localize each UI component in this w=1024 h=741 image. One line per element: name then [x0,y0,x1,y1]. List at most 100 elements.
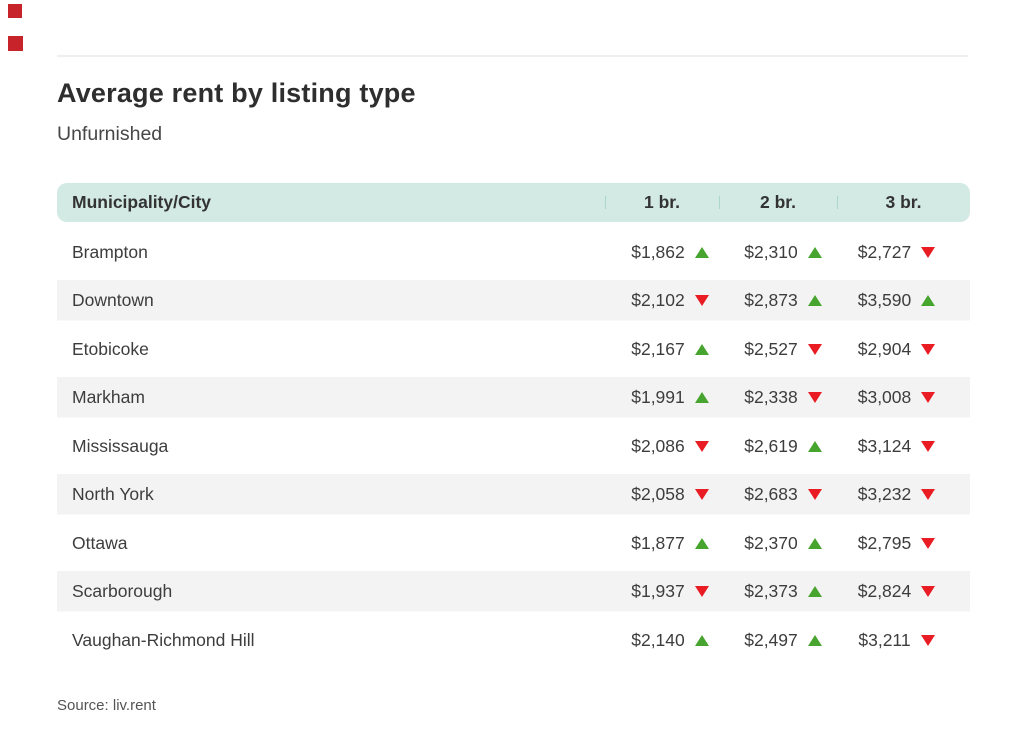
rent-value: $2,058 [631,484,685,505]
rent-cell: $3,232 [837,484,970,505]
trend-up-icon [807,246,822,258]
rent-cell: $1,877 [605,533,719,554]
trend-down-icon [694,586,709,598]
rent-value: $2,904 [857,338,912,359]
rent-cell: $2,904 [837,339,970,360]
table-row: Etobicoke $2,167 $2,527 $2,904 [57,325,970,374]
rent-value: $1,862 [631,241,685,262]
rent-value: $1,991 [631,387,685,408]
trend-up-icon [807,295,822,307]
column-header-1br: 1 br. [605,192,719,213]
rent-cell: $3,211 [837,630,970,651]
rent-value: $1,877 [631,532,685,553]
page-subtitle: Unfurnished [57,123,163,145]
rent-value: $2,795 [857,532,912,553]
source-note: Source: liv.rent [57,697,156,714]
table-row: Brampton $1,862 $2,310 $2,727 [57,228,970,277]
rent-cell: $3,008 [837,387,970,408]
rent-cell: $2,497 [719,630,837,651]
rent-cell: $2,370 [719,533,837,554]
table-row: Downtown $2,102 $2,873 $3,590 [57,276,970,325]
municipality-label: Vaughan-Richmond Hill [72,629,255,650]
rent-value: $3,211 [858,629,911,650]
municipality-label: North York [72,484,154,505]
trend-down-icon [694,295,709,307]
trend-down-icon [694,489,709,501]
column-header-2br: 2 br. [719,192,837,213]
rent-cell: $2,086 [605,436,719,457]
trend-up-icon [807,586,822,598]
trend-down-icon [694,440,709,452]
rent-value: $3,008 [857,387,912,408]
municipality-label: Etobicoke [72,338,149,359]
rent-cell: $3,124 [837,436,970,457]
rent-cell: $1,862 [605,242,719,263]
municipality-label: Scarborough [72,581,173,602]
municipality-label: Downtown [72,290,154,311]
red-square-icon [8,4,22,18]
rent-value: $2,873 [744,290,798,311]
table-row: Vaughan-Richmond Hill $2,140 $2,497 $3,211 [57,616,970,665]
rent-value: $2,619 [744,435,798,456]
table-row: North York $2,058 $2,683 $3,232 [57,470,970,519]
trend-up-icon [694,343,709,355]
trend-down-icon [921,489,936,501]
rent-cell: $2,873 [719,290,837,311]
table-row: Mississauga $2,086 $2,619 $3,124 [57,422,970,471]
trend-down-icon [920,634,935,646]
rent-value: $2,683 [744,484,798,505]
table-row: Markham $1,991 $2,338 $3,008 [57,373,970,422]
page-title: Average rent by listing type [57,78,416,108]
rent-cell: $1,937 [605,581,719,602]
top-divider [57,55,968,57]
trend-up-icon [694,246,709,258]
rent-cell: $2,102 [605,290,719,311]
rent-value: $3,232 [857,484,912,505]
table-row: Scarborough $1,937 $2,373 $2,824 [57,567,970,616]
rent-cell: $2,058 [605,484,719,505]
trend-down-icon [921,440,936,452]
trend-up-icon [921,295,936,307]
rent-value: $2,497 [744,629,798,650]
rent-cell: $2,310 [719,242,837,263]
rent-cell: $2,527 [719,339,837,360]
trend-down-icon [921,343,936,355]
rent-cell: $2,140 [605,630,719,651]
trend-down-icon [921,586,936,598]
rent-value: $2,310 [744,241,798,262]
trend-down-icon [921,537,936,549]
rent-cell: $2,727 [837,242,970,263]
rent-cell: $2,338 [719,387,837,408]
rent-cell: $2,824 [837,581,970,602]
rent-value: $2,167 [631,338,685,359]
rent-value: $2,102 [631,290,685,311]
rent-cell: $2,619 [719,436,837,457]
rent-value: $1,937 [631,581,685,602]
trend-down-icon [807,392,822,404]
municipality-label: Brampton [72,241,148,262]
trend-down-icon [807,489,822,501]
municipality-label: Mississauga [72,435,169,456]
table-header-row: Municipality/City 1 br. 2 br. 3 br. [57,183,970,222]
trend-up-icon [807,634,822,646]
trend-up-icon [694,392,709,404]
trend-down-icon [921,246,936,258]
rent-value: $2,086 [631,435,685,456]
red-square-icon [8,36,23,51]
rent-value: $2,527 [744,338,798,359]
rent-value: $2,338 [744,387,798,408]
rent-value: $3,124 [857,435,912,456]
column-header-municipality: Municipality/City [72,192,212,212]
rent-cell: $2,373 [719,581,837,602]
rent-value: $2,140 [631,629,685,650]
rent-cell: $2,167 [605,339,719,360]
table-body: Brampton $1,862 $2,310 $2,727 Downtown $2,102… [57,228,970,665]
rent-value: $2,370 [744,532,798,553]
municipality-label: Markham [72,387,145,408]
rent-cell: $2,795 [837,533,970,554]
trend-down-icon [921,392,936,404]
trend-up-icon [694,634,709,646]
rent-table: Municipality/City 1 br. 2 br. 3 br. Bram… [57,183,970,665]
rent-value: $2,373 [744,581,798,602]
municipality-label: Ottawa [72,532,128,553]
